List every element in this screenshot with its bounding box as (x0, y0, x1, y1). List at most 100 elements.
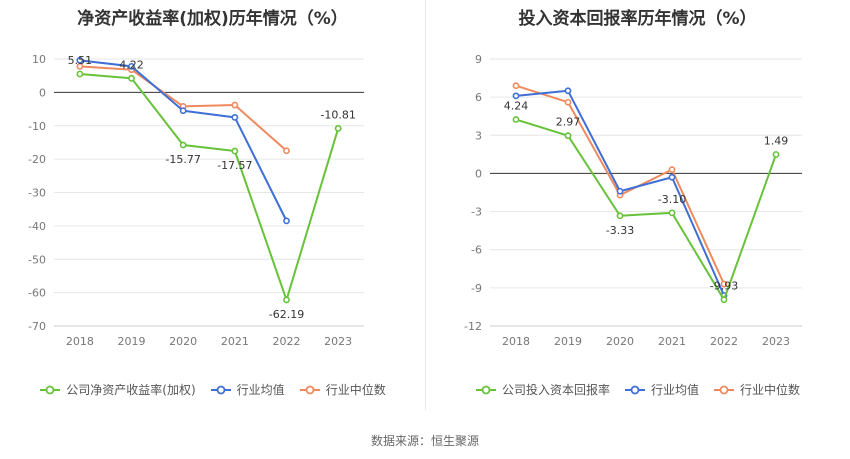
legend-swatch-marker (45, 385, 55, 394)
legend-label: 公司净资产收益率(加权) (66, 383, 196, 397)
y-tick-label: 6 (475, 91, 482, 104)
data-point (334, 125, 342, 132)
series-line (515, 84, 725, 285)
roe-chart-legend: 公司净资产收益率(加权) 行业均值 行业中位数 (0, 381, 425, 398)
data-label: 5.51 (68, 54, 93, 67)
data-point (231, 101, 239, 109)
x-tick-label: 2023 (762, 335, 790, 348)
data-label: 1.49 (764, 134, 789, 147)
series-line (79, 72, 340, 301)
series-line (515, 118, 777, 301)
data-label: -17.57 (217, 159, 252, 172)
roe-chart-panel: 净资产收益率(加权)历年情况（%） 10 0 -10 -20 -30 -40 -50 -60 -… (0, 0, 425, 410)
data-label: -9.93 (710, 280, 738, 293)
data-point (564, 98, 572, 106)
legend-swatch-marker (305, 385, 315, 394)
series-line (79, 59, 288, 222)
y-tick-label: -60 (28, 287, 46, 300)
data-point (128, 62, 135, 70)
y-tick-label: -30 (28, 187, 46, 200)
y-tick-label: -12 (464, 320, 482, 333)
x-tick-label: 2018 (66, 335, 94, 348)
x-tick-label: 2018 (502, 335, 530, 348)
roic-chart-legend: 公司投入资本回报率 行业均值 行业中位数 (425, 381, 850, 398)
x-tick-label: 2020 (606, 335, 634, 348)
data-label: 2.97 (556, 116, 581, 129)
legend-label: 行业中位数 (740, 383, 801, 397)
roic-chart-title: 投入资本回报率历年情况（%） (518, 9, 757, 29)
data-point (76, 70, 84, 78)
data-point (179, 141, 187, 149)
x-tick-label: 2019 (554, 335, 582, 348)
data-point (512, 92, 520, 100)
data-point (283, 147, 290, 155)
data-label: 4.24 (504, 100, 529, 113)
data-point (283, 217, 290, 225)
legend-swatch-marker (630, 385, 640, 394)
legend-label: 行业均值 (236, 383, 285, 397)
data-point (76, 62, 84, 70)
legend-swatch-icon (210, 385, 231, 394)
data-point (668, 209, 676, 217)
y-tick-label: -70 (28, 320, 46, 333)
x-tick-label: 2021 (221, 335, 249, 348)
data-point (616, 187, 624, 195)
y-tick-label: -40 (28, 220, 46, 233)
x-tick-label: 2020 (169, 335, 197, 348)
data-point (668, 166, 676, 174)
y-tick-label: -6 (471, 244, 482, 257)
data-label: -62.19 (269, 308, 304, 321)
legend-swatch-icon (299, 385, 320, 394)
data-point (668, 173, 676, 181)
data-label: -3.33 (606, 224, 634, 237)
data-label: -15.77 (165, 153, 200, 166)
data-point (772, 151, 780, 158)
legend-swatch-icon (714, 385, 734, 394)
roic-chart-panel: 投入资本回报率历年情况（%） 9 6 3 0 -3 -6 -9 -12 2018 2019 2020… (425, 0, 850, 410)
x-tick-label: 2021 (658, 335, 686, 348)
data-point (283, 296, 290, 304)
legend-swatch-marker (481, 385, 491, 394)
legend-item[interactable]: 行业中位数 (299, 381, 386, 398)
data-point (512, 116, 520, 123)
legend-swatch-icon (475, 385, 496, 394)
y-tick-label: -3 (471, 206, 482, 219)
data-point (512, 82, 520, 90)
legend-item[interactable]: 公司净资产收益率(加权) (39, 381, 196, 398)
roe-chart-title: 净资产收益率(加权)历年情况（%） (77, 9, 348, 29)
legend-swatch-icon (40, 385, 61, 394)
legend-item[interactable]: 行业均值 (624, 381, 699, 398)
legend-item[interactable]: 公司投入资本回报率 (475, 381, 610, 398)
data-point (76, 56, 84, 64)
data-point (720, 280, 728, 288)
data-label: -10.81 (320, 108, 355, 121)
data-point (564, 87, 572, 95)
y-tick-label: 9 (475, 53, 482, 66)
data-label: 4.22 (119, 58, 144, 71)
data-point (616, 212, 624, 220)
y-tick-label: -50 (28, 253, 46, 266)
data-label: -3.10 (658, 193, 686, 206)
x-tick-label: 2022 (710, 335, 738, 348)
data-point (179, 107, 187, 115)
panel-divider (425, 0, 426, 410)
data-point (564, 132, 572, 140)
data-point (128, 74, 135, 82)
legend-swatch-marker (719, 385, 729, 394)
y-tick-label: 0 (475, 167, 482, 180)
data-point (720, 296, 728, 304)
legend-swatch-icon (624, 385, 645, 394)
legend-item[interactable]: 行业均值 (210, 381, 285, 398)
legend-item[interactable]: 行业中位数 (713, 381, 800, 398)
y-tick-label: 0 (39, 86, 46, 99)
legend-label: 行业均值 (650, 383, 699, 397)
legend-label: 公司投入资本回报率 (501, 383, 610, 397)
legend-swatch-marker (216, 385, 226, 394)
data-point (231, 114, 239, 121)
x-tick-label: 2019 (118, 335, 146, 348)
roe-chart-plot: 10 0 -10 -20 -30 -40 -50 -60 -70 2018 2019 2020 2021… (28, 53, 364, 348)
roic-chart-plot: 9 6 3 0 -3 -6 -9 -12 2018 2019 2020 2021 2022 2023 4.2… (464, 53, 802, 348)
data-point (231, 147, 239, 155)
x-tick-label: 2022 (273, 335, 301, 348)
legend-label: 行业中位数 (325, 383, 386, 397)
